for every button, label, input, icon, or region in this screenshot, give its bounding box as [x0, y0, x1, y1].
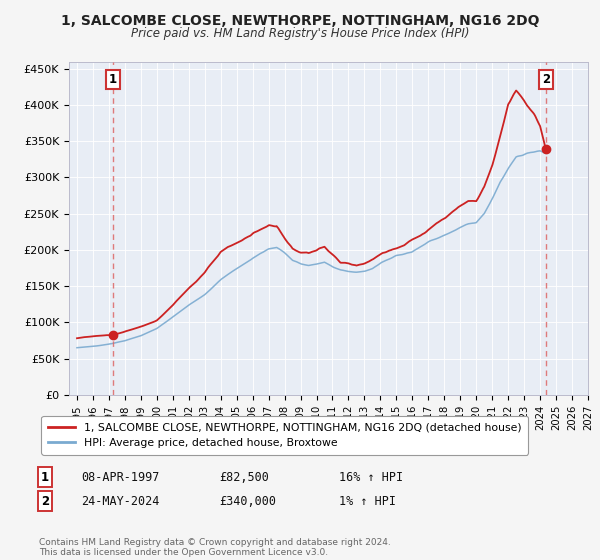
Text: 1: 1: [41, 470, 49, 484]
Text: 24-MAY-2024: 24-MAY-2024: [81, 494, 160, 508]
Text: 16% ↑ HPI: 16% ↑ HPI: [339, 470, 403, 484]
Text: Contains HM Land Registry data © Crown copyright and database right 2024.
This d: Contains HM Land Registry data © Crown c…: [39, 538, 391, 557]
Text: Price paid vs. HM Land Registry's House Price Index (HPI): Price paid vs. HM Land Registry's House …: [131, 27, 469, 40]
Text: 1, SALCOMBE CLOSE, NEWTHORPE, NOTTINGHAM, NG16 2DQ: 1, SALCOMBE CLOSE, NEWTHORPE, NOTTINGHAM…: [61, 14, 539, 28]
Text: 08-APR-1997: 08-APR-1997: [81, 470, 160, 484]
Text: £340,000: £340,000: [219, 494, 276, 508]
Legend: 1, SALCOMBE CLOSE, NEWTHORPE, NOTTINGHAM, NG16 2DQ (detached house), HPI: Averag: 1, SALCOMBE CLOSE, NEWTHORPE, NOTTINGHAM…: [41, 416, 528, 455]
Text: 1: 1: [109, 73, 117, 86]
Text: 2: 2: [41, 494, 49, 508]
Text: 1% ↑ HPI: 1% ↑ HPI: [339, 494, 396, 508]
Text: 2: 2: [542, 73, 550, 86]
Text: £82,500: £82,500: [219, 470, 269, 484]
